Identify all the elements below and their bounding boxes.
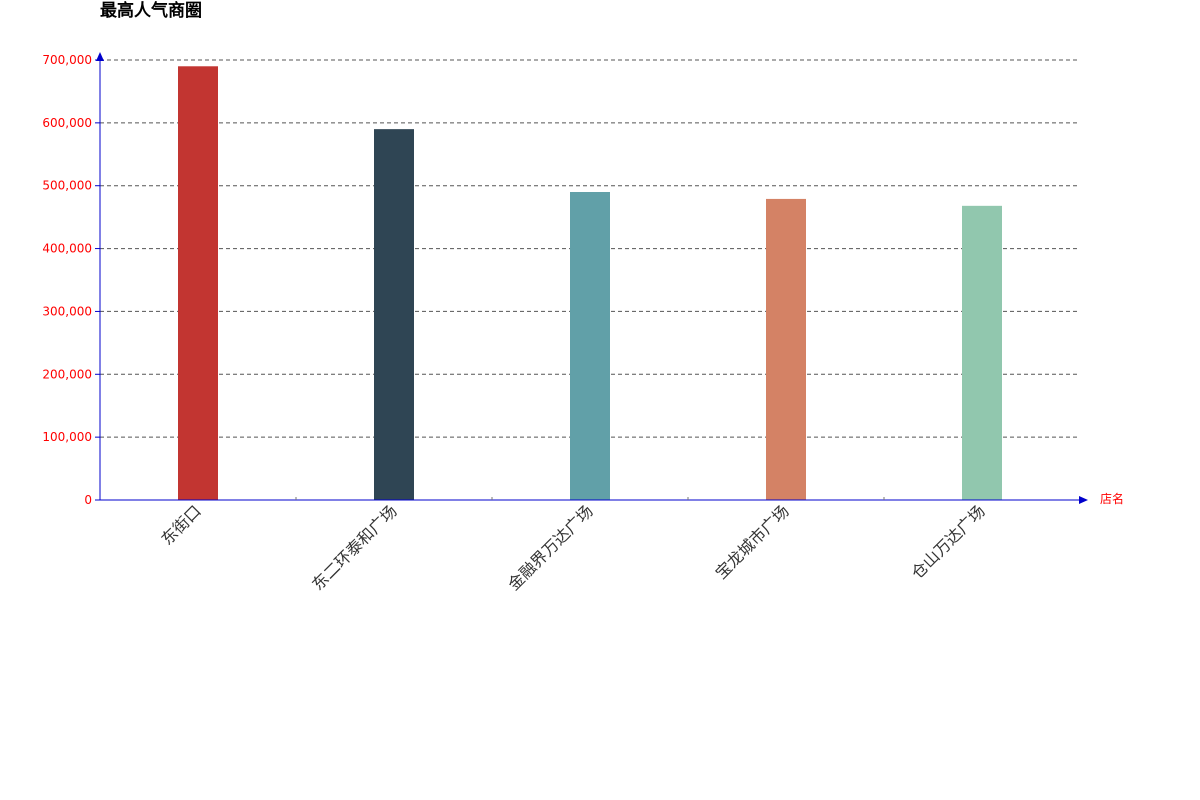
bars bbox=[178, 66, 1002, 501]
y-tick-label: 100,000 bbox=[42, 430, 92, 444]
bar[interactable] bbox=[766, 198, 806, 500]
bar[interactable] bbox=[962, 205, 1002, 501]
y-tick-label: 400,000 bbox=[42, 242, 92, 256]
y-tick-label: 500,000 bbox=[42, 179, 92, 193]
x-tick-label: 东街口 bbox=[157, 501, 204, 548]
x-tick-labels: 东街口 东二环泰和广场 金融界万达广场 宝龙城市广场 仓山万达广场 bbox=[157, 497, 989, 594]
y-tick-label: 700,000 bbox=[42, 53, 92, 67]
x-tick-label: 宝龙城市广场 bbox=[712, 501, 793, 582]
y-tick-labels: 0 100,000 200,000 300,000 400,000 500,000 600,… bbox=[42, 53, 100, 507]
x-tick-label: 仓山万达广场 bbox=[908, 501, 989, 582]
y-tick-label: 300,000 bbox=[42, 304, 92, 318]
bar[interactable] bbox=[570, 192, 610, 500]
bar[interactable] bbox=[374, 129, 414, 500]
y-axis-arrow bbox=[96, 52, 104, 61]
y-tick-label: 0 bbox=[84, 493, 92, 507]
chart-title: 最高人气商圈 bbox=[100, 1, 202, 21]
x-tick-label: 金融界万达广场 bbox=[504, 501, 597, 594]
axes: 店名 bbox=[96, 52, 1124, 506]
y-tick-label: 600,000 bbox=[42, 116, 92, 130]
x-axis-arrow bbox=[1079, 496, 1088, 504]
x-tick-label: 东二环泰和广场 bbox=[308, 501, 401, 594]
x-axis-title: 店名 bbox=[1100, 491, 1124, 506]
y-tick-label: 200,000 bbox=[42, 367, 92, 381]
bar[interactable] bbox=[178, 66, 218, 501]
